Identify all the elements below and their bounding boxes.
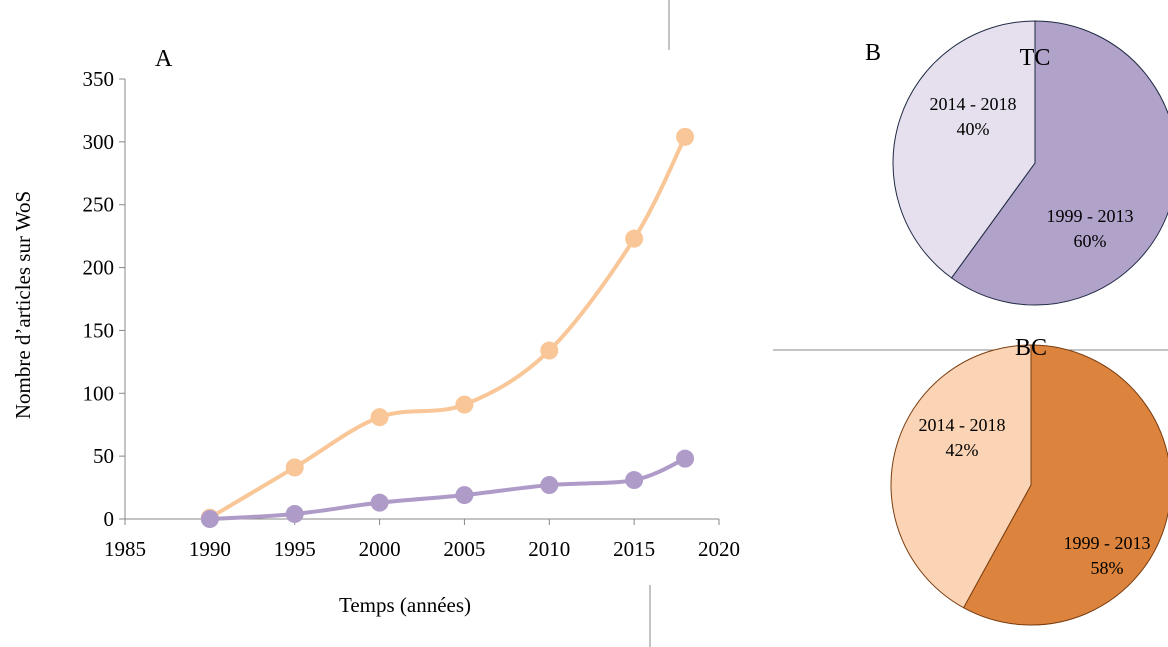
line-chart-series bbox=[200, 127, 695, 528]
x-axis-label: Temps (années) bbox=[339, 593, 471, 617]
slice-label-bc-2014-2018: 2014 - 2018 bbox=[919, 415, 1006, 435]
y-tick-label: 200 bbox=[83, 256, 115, 280]
series-0-point-2000 bbox=[370, 408, 389, 427]
panel-label-a: A bbox=[155, 46, 173, 72]
slice-label-tc-2014-2018: 2014 - 2018 bbox=[930, 94, 1017, 114]
series-line-0 bbox=[207, 134, 688, 520]
series-1-point-2018 bbox=[676, 449, 695, 468]
pie-chart-tc: B TC 1999 - 2013 60% 2014 - 2018 40% bbox=[865, 20, 1168, 306]
y-tick-label: 150 bbox=[83, 318, 115, 342]
series-0-point-2018 bbox=[676, 127, 695, 146]
y-tick-label: 100 bbox=[83, 381, 115, 405]
x-tick-label: 1985 bbox=[104, 537, 146, 561]
pie-chart-bc: BC 1999 - 2013 58% 2014 - 2018 42% bbox=[890, 335, 1168, 626]
slice-label-bc-1999-2013: 1999 - 2013 bbox=[1064, 533, 1151, 553]
pie-tc-slices bbox=[892, 20, 1168, 306]
x-tick-label: 2015 bbox=[613, 537, 655, 561]
slice-percent-tc-1999-2013: 60% bbox=[1074, 231, 1107, 251]
x-tick-label: 2005 bbox=[443, 537, 485, 561]
pie-slice-bc-1 bbox=[890, 344, 1032, 609]
series-0-point-2015 bbox=[625, 229, 644, 248]
panel-label-b: B bbox=[865, 40, 881, 66]
pie-title-bc: BC bbox=[1015, 335, 1047, 361]
pie-slice-bc-0 bbox=[962, 344, 1168, 626]
series-1-point-2000 bbox=[370, 493, 389, 512]
pie-slice-tc-0 bbox=[950, 20, 1168, 306]
y-axis-label: Nombre d’articles sur WoS bbox=[11, 191, 35, 419]
series-1-point-2015 bbox=[625, 471, 644, 490]
line-chart-axes: 0 50 100 150 200 250 300 350 1985 1990 1995 2000 200… bbox=[83, 67, 741, 561]
series-1-point-1990 bbox=[200, 510, 219, 528]
y-tick-label: 0 bbox=[104, 507, 115, 531]
x-tick-label: 1995 bbox=[274, 537, 316, 561]
y-tick-label: 250 bbox=[83, 193, 115, 217]
y-tick-label: 300 bbox=[83, 130, 115, 154]
series-1-point-2005 bbox=[455, 486, 474, 505]
series-0-point-2010 bbox=[540, 341, 559, 360]
series-1-point-1995 bbox=[285, 504, 304, 523]
series-1-point-2010 bbox=[540, 476, 559, 495]
pie-bc-slices bbox=[890, 344, 1168, 626]
slice-label-tc-1999-2013: 1999 - 2013 bbox=[1047, 206, 1134, 226]
series-line-1 bbox=[207, 456, 688, 521]
y-tick-label: 350 bbox=[83, 67, 115, 91]
series-0-point-2005 bbox=[455, 395, 474, 414]
y-tick-label: 50 bbox=[93, 444, 114, 468]
slice-percent-tc-2014-2018: 40% bbox=[957, 119, 990, 139]
slice-percent-bc-1999-2013: 58% bbox=[1091, 558, 1124, 578]
pie-slice-tc-1 bbox=[892, 20, 1036, 279]
x-tick-label: 1990 bbox=[189, 537, 231, 561]
x-tick-label: 2000 bbox=[359, 537, 401, 561]
pie-title-tc: TC bbox=[1020, 45, 1051, 71]
series-0-point-1995 bbox=[285, 458, 304, 477]
x-tick-label: 2010 bbox=[528, 537, 570, 561]
slice-percent-bc-2014-2018: 42% bbox=[946, 440, 979, 460]
x-tick-label: 2020 bbox=[698, 537, 740, 561]
line-chart-panel: A 0 50 100 150 200 250 300 350 1985 1990 1995 2000 2… bbox=[11, 46, 740, 617]
